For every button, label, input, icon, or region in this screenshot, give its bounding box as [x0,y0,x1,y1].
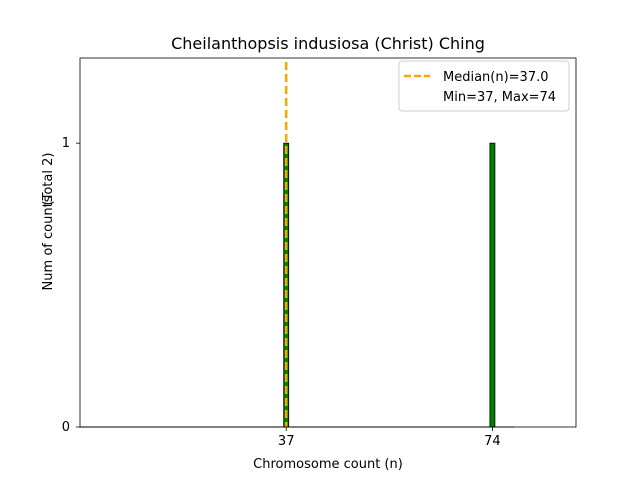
y-axis-label: Num of counts [41,195,56,290]
y-ticks: 01 [62,136,80,435]
x-ticks: 37 74 [278,427,501,449]
bar-74 [489,142,496,428]
y-tick-label-1: 1 [62,136,70,151]
legend: Median(n)=37.0 Min=37, Max=74 [398,60,570,112]
legend-box [398,60,570,112]
plot-frame [79,57,577,428]
chart-title: Cheilanthopsis indusiosa (Christ) Ching [171,34,485,53]
x-axis-label: Chromosome count (n) [253,457,403,472]
x-tick-label-74: 74 [484,434,501,449]
legend-minmax-label: Min=37, Max=74 [443,90,556,105]
y-axis-total-label: (Total 2) [41,153,56,206]
x-tick-label-37: 37 [278,434,295,449]
legend-median-label: Median(n)=37.0 [443,70,549,85]
y-tick-label-0: 0 [62,420,70,435]
